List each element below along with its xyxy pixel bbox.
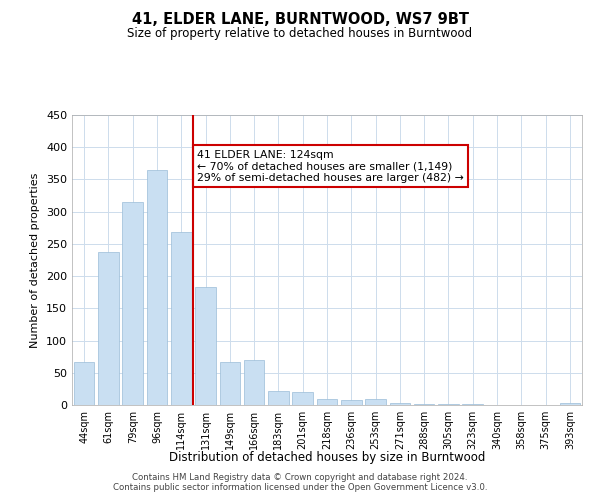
Bar [220,362,240,405]
Bar [171,232,191,405]
Text: 41 ELDER LANE: 124sqm
← 70% of detached houses are smaller (1,149)
29% of semi-d: 41 ELDER LANE: 124sqm ← 70% of detached … [197,150,464,183]
Bar [560,403,580,405]
Bar [317,398,337,405]
Bar [195,287,216,405]
Bar [74,362,94,405]
Text: Size of property relative to detached houses in Burntwood: Size of property relative to detached ho… [127,28,473,40]
Bar [414,404,434,405]
Text: 41, ELDER LANE, BURNTWOOD, WS7 9BT: 41, ELDER LANE, BURNTWOOD, WS7 9BT [131,12,469,28]
Bar [146,170,167,405]
Bar [365,398,386,405]
Bar [268,391,289,405]
Bar [98,252,119,405]
Bar [244,360,265,405]
Bar [463,404,483,405]
Text: Distribution of detached houses by size in Burntwood: Distribution of detached houses by size … [169,451,485,464]
Bar [292,392,313,405]
Bar [438,404,459,405]
Bar [341,400,362,405]
Bar [122,202,143,405]
Text: Contains HM Land Registry data © Crown copyright and database right 2024.
Contai: Contains HM Land Registry data © Crown c… [113,473,487,492]
Bar [389,403,410,405]
Y-axis label: Number of detached properties: Number of detached properties [31,172,40,348]
